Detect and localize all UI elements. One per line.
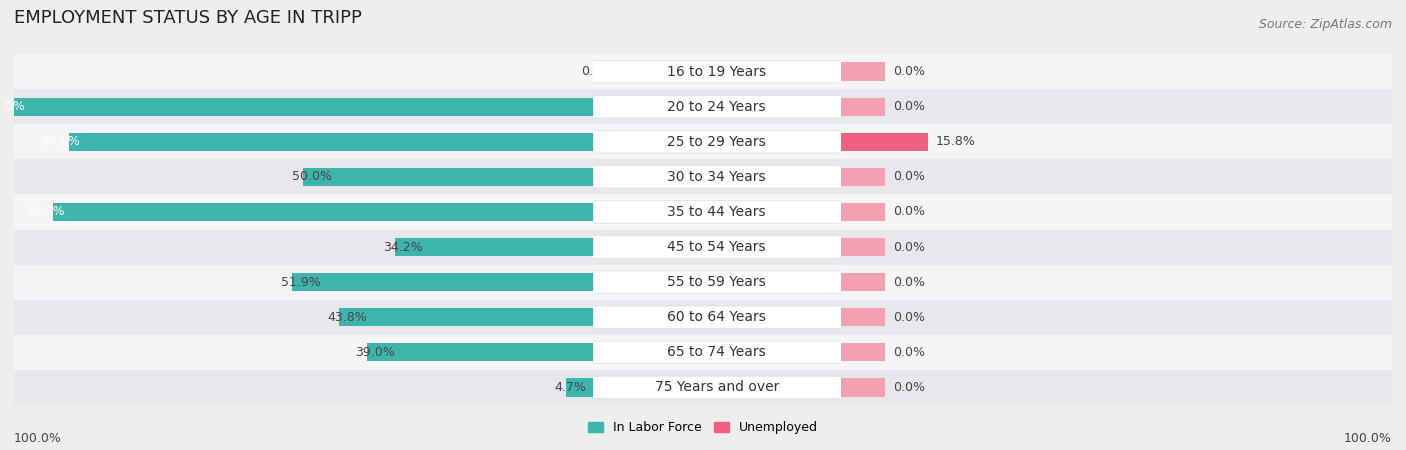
Bar	[14, 194, 593, 230]
FancyBboxPatch shape	[588, 306, 846, 328]
Bar	[14, 124, 593, 159]
Bar	[841, 63, 884, 81]
Bar	[841, 133, 928, 151]
Text: 100.0%: 100.0%	[0, 100, 25, 113]
Text: 90.5%: 90.5%	[41, 135, 80, 148]
Text: 0.0%: 0.0%	[893, 206, 925, 218]
Text: 100.0%: 100.0%	[14, 432, 62, 445]
Bar	[841, 54, 1392, 89]
Text: 0.0%: 0.0%	[893, 311, 925, 324]
FancyBboxPatch shape	[588, 95, 846, 118]
Bar	[593, 124, 841, 159]
Text: 0.0%: 0.0%	[893, 346, 925, 359]
FancyBboxPatch shape	[588, 166, 846, 188]
Text: 55 to 59 Years: 55 to 59 Years	[668, 275, 766, 289]
Text: 43.8%: 43.8%	[328, 311, 367, 324]
Bar	[14, 89, 593, 124]
Bar	[593, 89, 841, 124]
Bar	[841, 203, 884, 221]
FancyBboxPatch shape	[588, 376, 846, 399]
Text: 0.0%: 0.0%	[581, 65, 613, 78]
Text: 93.2%: 93.2%	[25, 206, 65, 218]
Text: 39.0%: 39.0%	[356, 346, 395, 359]
Text: 65 to 74 Years: 65 to 74 Years	[668, 345, 766, 360]
Bar	[593, 300, 841, 335]
Bar	[593, 159, 841, 194]
Bar	[593, 335, 841, 370]
Bar	[14, 98, 593, 116]
Text: 0.0%: 0.0%	[893, 241, 925, 253]
Bar	[14, 54, 593, 89]
Text: 34.2%: 34.2%	[384, 241, 423, 253]
FancyBboxPatch shape	[588, 271, 846, 293]
Bar	[593, 265, 841, 300]
Text: 0.0%: 0.0%	[893, 100, 925, 113]
Bar	[841, 230, 1392, 265]
Text: 45 to 54 Years: 45 to 54 Years	[668, 240, 766, 254]
Text: 35 to 44 Years: 35 to 44 Years	[668, 205, 766, 219]
Bar	[841, 370, 1392, 405]
Bar	[395, 238, 593, 256]
Text: 0.0%: 0.0%	[893, 381, 925, 394]
Text: Source: ZipAtlas.com: Source: ZipAtlas.com	[1258, 18, 1392, 31]
Bar	[565, 378, 593, 396]
Text: 51.9%: 51.9%	[281, 276, 321, 288]
Text: 15.8%: 15.8%	[936, 135, 976, 148]
Bar	[53, 203, 593, 221]
Bar	[14, 370, 593, 405]
Bar	[304, 168, 593, 186]
Text: EMPLOYMENT STATUS BY AGE IN TRIPP: EMPLOYMENT STATUS BY AGE IN TRIPP	[14, 9, 361, 27]
Bar	[593, 370, 841, 405]
Text: 0.0%: 0.0%	[893, 171, 925, 183]
Bar	[339, 308, 593, 326]
Text: 50.0%: 50.0%	[292, 171, 332, 183]
Bar	[841, 168, 884, 186]
Bar	[593, 54, 841, 89]
Bar	[841, 265, 1392, 300]
Bar	[14, 335, 593, 370]
Bar	[69, 133, 593, 151]
Bar	[292, 273, 593, 291]
Bar	[841, 343, 884, 361]
Bar	[593, 230, 841, 265]
Bar	[841, 159, 1392, 194]
Bar	[841, 335, 1392, 370]
FancyBboxPatch shape	[588, 130, 846, 153]
FancyBboxPatch shape	[588, 60, 846, 83]
Bar	[841, 273, 884, 291]
Text: 100.0%: 100.0%	[1344, 432, 1392, 445]
Bar	[841, 98, 884, 116]
Text: 60 to 64 Years: 60 to 64 Years	[668, 310, 766, 324]
FancyBboxPatch shape	[588, 341, 846, 364]
Bar	[14, 159, 593, 194]
Bar	[367, 343, 593, 361]
Text: 20 to 24 Years: 20 to 24 Years	[668, 99, 766, 114]
Text: 30 to 34 Years: 30 to 34 Years	[668, 170, 766, 184]
Bar	[841, 378, 884, 396]
Bar	[14, 300, 593, 335]
Bar	[841, 124, 1392, 159]
Text: 16 to 19 Years: 16 to 19 Years	[668, 64, 766, 79]
Text: 0.0%: 0.0%	[893, 276, 925, 288]
Text: 4.7%: 4.7%	[554, 381, 586, 394]
Bar	[593, 194, 841, 230]
Bar	[841, 308, 884, 326]
FancyBboxPatch shape	[588, 236, 846, 258]
Text: 0.0%: 0.0%	[893, 65, 925, 78]
Bar	[14, 265, 593, 300]
Text: 25 to 29 Years: 25 to 29 Years	[668, 135, 766, 149]
Bar	[14, 230, 593, 265]
Bar	[841, 194, 1392, 230]
Legend: In Labor Force, Unemployed: In Labor Force, Unemployed	[583, 416, 823, 439]
Bar	[841, 300, 1392, 335]
Bar	[841, 89, 1392, 124]
FancyBboxPatch shape	[588, 201, 846, 223]
Bar	[841, 238, 884, 256]
Text: 75 Years and over: 75 Years and over	[655, 380, 779, 395]
